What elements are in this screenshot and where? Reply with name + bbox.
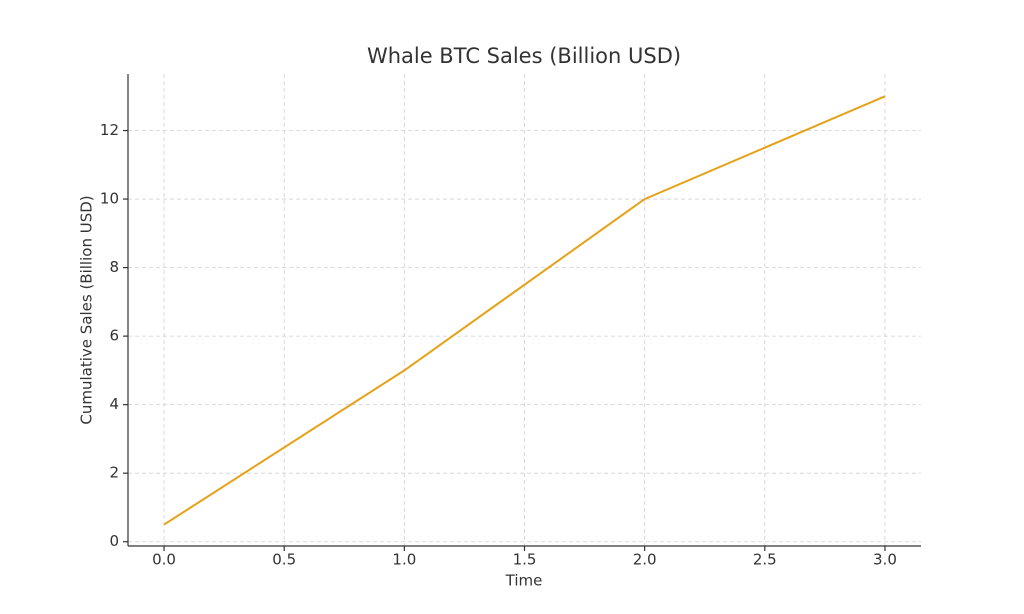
x-tick-label: 0.0 [152,551,176,569]
x-tick-label: 3.0 [873,551,897,569]
x-tick-label: 2.5 [753,551,777,569]
x-tick-label: 1.0 [392,551,416,569]
y-tick-label: 8 [109,258,119,276]
y-tick-label: 6 [109,327,119,345]
y-tick-label: 12 [100,121,119,139]
x-tick-label: 2.0 [633,551,657,569]
x-tick-label: 1.5 [513,551,537,569]
x-axis-label: Time [505,572,543,590]
data-line [163,95,886,526]
chart-title: Whale BTC Sales (Billion USD) [367,44,681,68]
y-tick-label: 2 [109,464,119,482]
x-tick-label: 0.5 [272,551,296,569]
y-tick-label: 0 [109,532,119,550]
y-tick-label: 10 [100,190,119,208]
y-tick-label: 4 [109,395,119,413]
y-axis-label: Cumulative Sales (Billion USD) [78,195,96,424]
